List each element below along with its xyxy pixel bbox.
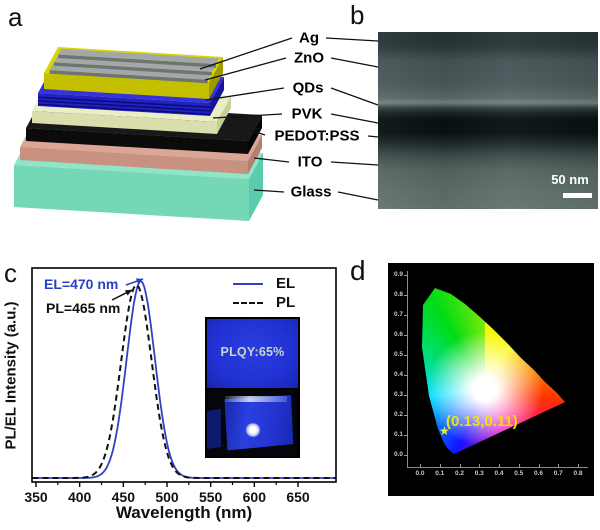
label-ag: Ag: [299, 29, 319, 47]
cie-tick-label: 0.5: [514, 470, 524, 477]
plqy-label: PLQY:65%: [220, 345, 285, 359]
cie-tick-mark: [479, 464, 481, 468]
spectra-plot: 350 400 450 500 550 600 650: [24, 267, 337, 505]
legend-el-line: [233, 283, 263, 285]
cie-tick-mark: [404, 455, 408, 456]
cie-tick-label: 0.0: [415, 470, 425, 477]
cie-coordinate-annotation: (0.13,0.11): [446, 413, 518, 430]
svg-text:400: 400: [68, 489, 92, 505]
legend-pl-label: PL: [276, 294, 296, 311]
pl-peak-annotation: PL=465 nm: [46, 300, 121, 316]
panel-d-label: d: [350, 255, 366, 286]
cie-tick-label: 0.7: [393, 311, 403, 318]
cie-horseshoe: [388, 263, 594, 496]
cie-tick-label: 0.1: [435, 470, 445, 477]
cie-x-axis: [407, 467, 588, 468]
cie-tick-mark: [404, 435, 408, 436]
leader-lines: [199, 37, 379, 201]
device-photo-fragment: [207, 409, 221, 449]
cie-tick-label: 0.4: [494, 470, 504, 477]
svg-text:550: 550: [199, 489, 223, 505]
label-pvk: PVK: [291, 105, 323, 123]
legend-el-label: EL: [276, 275, 296, 292]
cie-tick-label: 0.1: [393, 431, 403, 438]
cie-tick-label: 0.0: [393, 451, 403, 458]
cie-tick-label: 0.3: [474, 470, 484, 477]
panel-c: c 350 400 450 500 550 600 650 PL/EL Intensity …: [0, 250, 350, 530]
svg-text:350: 350: [24, 489, 48, 505]
device-glint: [225, 396, 287, 402]
cie-tick-mark: [518, 464, 520, 468]
device-el-photo: [207, 390, 298, 456]
y-axis-label: PL/EL Intensity (a.u.): [2, 301, 20, 450]
cie-tick-mark: [499, 464, 500, 468]
cie-tick-label: 0.3: [393, 391, 403, 398]
cie-tick-mark: [578, 464, 579, 468]
cie-tick-mark: [420, 464, 421, 468]
cie-tick-label: 0.9: [393, 271, 403, 278]
cie-tick-mark: [404, 395, 408, 396]
label-ito: ITO: [297, 153, 323, 171]
plot-box: [31, 267, 337, 483]
cie-tick-mark: [404, 375, 408, 376]
inset-photos: PLQY:65%: [205, 317, 300, 458]
cie-tick-label: 0.2: [454, 470, 465, 477]
cie-tick-mark: [439, 464, 441, 468]
cie-tick-label: 0.5: [393, 351, 403, 358]
label-zno: ZnO: [294, 49, 324, 67]
panel-d: d 0.9 0.8 0.7 0.6 0.5 0.4 0.3 0.2 0.1 0.0 0.0 0.1 0.…: [340, 250, 600, 530]
cie-diagram: 0.9 0.8 0.7 0.6 0.5 0.4 0.3 0.2 0.1 0.0 0.0 0.1 0.2 0…: [388, 263, 594, 496]
panel-b-label: b: [350, 0, 365, 30]
cie-tick-mark: [404, 355, 408, 356]
legend-pl-line: [233, 302, 263, 304]
cie-tick-mark: [558, 464, 560, 468]
cie-tick-mark: [404, 295, 408, 296]
cie-tick-mark: [404, 335, 408, 336]
cie-tick-label: 0.7: [553, 470, 563, 477]
svg-text:450: 450: [112, 489, 136, 505]
cie-tick-mark: [538, 464, 540, 468]
cie-tick-label: 0.4: [393, 371, 403, 378]
plqy-solution-photo: PLQY:65%: [207, 319, 298, 388]
cie-y-axis: [407, 271, 408, 467]
label-qds: QDs: [292, 79, 324, 97]
cie-tick-mark: [404, 415, 408, 416]
scale-bar-label: 50 nm: [551, 172, 589, 187]
panel-a-label: a: [8, 2, 23, 32]
panel-c-label: c: [4, 258, 17, 288]
svg-text:600: 600: [243, 489, 267, 505]
cie-point-star-icon: ★: [439, 424, 450, 438]
device-schematic: [14, 37, 379, 221]
cie-tick-label: 0.8: [393, 291, 403, 298]
cie-tick-label: 0.8: [573, 470, 583, 477]
cie-tick-mark: [404, 275, 408, 276]
layer-ag-strips: [49, 48, 220, 84]
device-emission-spot: [245, 423, 261, 437]
svg-text:650: 650: [286, 489, 310, 505]
curve-pl: [32, 284, 337, 479]
scale-bar: [563, 193, 592, 198]
cie-tick-label: 0.6: [393, 331, 403, 338]
cie-tick-mark: [459, 464, 461, 468]
cie-tick-mark: [404, 315, 408, 316]
annotation-arrows: [111, 278, 144, 301]
label-pedot: PEDOT:PSS: [274, 127, 360, 145]
x-axis-label: Wavelength (nm): [115, 503, 253, 522]
cie-tick-label: 0.2: [393, 411, 403, 418]
device-glow: [224, 395, 294, 451]
label-glass: Glass: [290, 183, 332, 201]
tem-image: 50 nm: [378, 32, 598, 209]
cie-tick-label: 0.6: [533, 470, 544, 477]
el-peak-annotation: EL=470 nm: [44, 276, 119, 292]
svg-text:500: 500: [155, 489, 179, 505]
